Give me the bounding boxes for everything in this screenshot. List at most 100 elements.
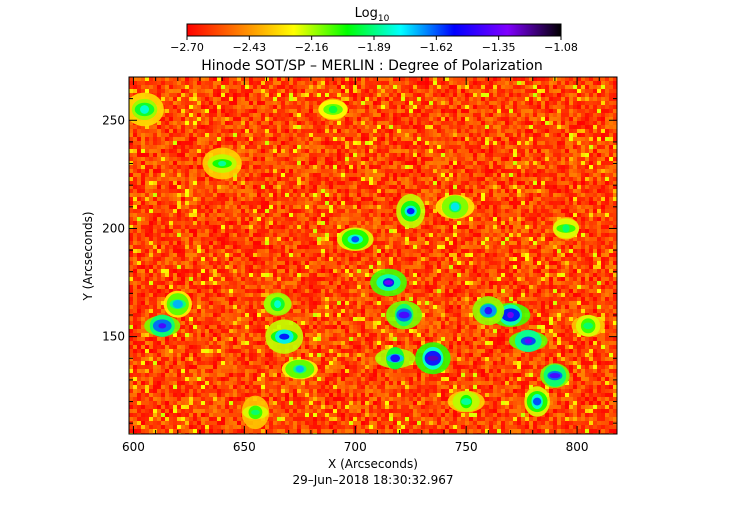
heatmap-cell bbox=[509, 113, 513, 117]
heatmap-cell bbox=[497, 225, 501, 229]
heatmap-cell bbox=[429, 205, 433, 209]
heatmap-cell bbox=[413, 105, 417, 109]
heatmap-cell bbox=[285, 101, 289, 105]
heatmap-cell bbox=[513, 141, 517, 145]
heatmap-cell bbox=[577, 89, 581, 93]
heatmap-cell bbox=[389, 93, 393, 97]
heatmap-cell bbox=[413, 93, 417, 97]
heatmap-cell bbox=[149, 229, 153, 233]
heatmap-cell bbox=[561, 213, 565, 217]
heatmap-cell bbox=[365, 105, 369, 109]
heatmap-cell bbox=[485, 213, 489, 217]
heatmap-cell bbox=[349, 101, 353, 105]
heatmap-cell bbox=[573, 197, 577, 201]
heatmap-cell bbox=[201, 137, 205, 141]
heatmap-cell bbox=[269, 81, 273, 85]
heatmap-cell bbox=[517, 113, 521, 117]
heatmap-cell bbox=[553, 89, 557, 93]
heatmap-cell bbox=[561, 89, 565, 93]
heatmap-cell bbox=[349, 165, 353, 169]
heatmap-cell bbox=[285, 149, 289, 153]
heatmap-cell bbox=[389, 145, 393, 149]
heatmap-cell bbox=[345, 93, 349, 97]
heatmap-cell bbox=[545, 101, 549, 105]
heatmap-cell bbox=[533, 177, 537, 181]
heatmap-cell bbox=[541, 125, 545, 129]
heatmap-cell bbox=[257, 189, 261, 193]
heatmap-cell bbox=[457, 133, 461, 137]
heatmap-cell bbox=[513, 109, 517, 113]
heatmap-cell bbox=[309, 101, 313, 105]
heatmap-cell bbox=[397, 137, 401, 141]
heatmap-cell bbox=[285, 153, 289, 157]
heatmap-cell bbox=[541, 145, 545, 149]
heatmap-cell bbox=[261, 213, 265, 217]
heatmap-cell bbox=[413, 181, 417, 185]
heatmap-cell bbox=[509, 157, 513, 161]
heatmap-cell bbox=[493, 137, 497, 141]
heatmap-cell bbox=[293, 237, 297, 241]
heatmap-cell bbox=[497, 109, 501, 113]
heatmap-cell bbox=[573, 133, 577, 137]
heatmap-cell bbox=[325, 81, 329, 85]
heatmap-cell bbox=[145, 81, 149, 85]
heatmap-cell bbox=[593, 177, 597, 181]
heatmap-cell bbox=[449, 161, 453, 165]
heatmap-cell bbox=[541, 149, 545, 153]
heatmap-cell bbox=[169, 113, 173, 117]
heatmap-cell bbox=[437, 121, 441, 125]
heatmap-cell bbox=[369, 173, 373, 177]
heatmap-cell bbox=[389, 221, 393, 225]
heatmap-cell bbox=[333, 229, 337, 233]
heatmap-cell bbox=[453, 229, 457, 233]
heatmap-cell bbox=[345, 201, 349, 205]
heatmap-cell bbox=[541, 213, 545, 217]
heatmap-cell bbox=[517, 141, 521, 145]
heatmap-cell bbox=[473, 165, 477, 169]
heatmap-cell bbox=[609, 225, 613, 229]
heatmap-cell bbox=[341, 193, 345, 197]
heatmap-cell bbox=[425, 153, 429, 157]
heatmap-cell bbox=[477, 145, 481, 149]
heatmap-cell bbox=[165, 185, 169, 189]
heatmap-cell bbox=[477, 213, 481, 217]
heatmap-cell bbox=[465, 89, 469, 93]
heatmap-cell bbox=[577, 81, 581, 85]
heatmap-cell bbox=[489, 125, 493, 129]
heatmap-cell bbox=[281, 177, 285, 181]
heatmap-cell bbox=[549, 161, 553, 165]
heatmap-cell bbox=[529, 197, 533, 201]
heatmap-cell bbox=[537, 145, 541, 149]
heatmap-cell bbox=[217, 101, 221, 105]
heatmap-cell bbox=[257, 97, 261, 101]
heatmap-cell bbox=[301, 201, 305, 205]
heatmap-cell bbox=[581, 153, 585, 157]
heatmap-cell bbox=[181, 133, 185, 137]
heatmap-cell bbox=[241, 137, 245, 141]
heatmap-cell bbox=[541, 185, 545, 189]
heatmap-cell bbox=[609, 113, 613, 117]
heatmap-cell bbox=[245, 181, 249, 185]
heatmap-cell bbox=[497, 189, 501, 193]
heatmap-cell bbox=[405, 153, 409, 157]
heatmap-cell bbox=[129, 121, 133, 125]
heatmap-cell bbox=[285, 221, 289, 225]
heatmap-cell bbox=[201, 225, 205, 229]
heatmap-cell bbox=[525, 77, 529, 81]
heatmap-cell bbox=[541, 117, 545, 121]
heatmap-cell bbox=[533, 77, 537, 81]
heatmap-cell bbox=[549, 197, 553, 201]
heatmap-cell bbox=[465, 97, 469, 101]
heatmap-cell bbox=[277, 145, 281, 149]
heatmap-cell bbox=[277, 237, 281, 241]
heatmap-cell bbox=[469, 93, 473, 97]
heatmap-cell bbox=[237, 197, 241, 201]
heatmap-cell bbox=[309, 189, 313, 193]
heatmap-cell bbox=[397, 77, 401, 81]
heatmap-cell bbox=[277, 165, 281, 169]
heatmap-cell bbox=[197, 81, 201, 85]
heatmap-cell bbox=[153, 77, 157, 81]
heatmap-cell bbox=[513, 173, 517, 177]
heatmap-cell bbox=[185, 97, 189, 101]
heatmap-cell bbox=[333, 217, 337, 221]
